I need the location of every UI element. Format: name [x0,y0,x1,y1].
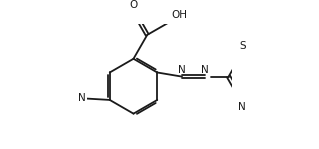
Text: O: O [130,0,137,10]
Text: S: S [239,41,246,51]
Text: N: N [201,65,209,75]
Text: N: N [238,102,246,112]
Text: N: N [178,65,186,75]
Text: N: N [78,93,86,103]
Text: OH: OH [172,10,188,20]
